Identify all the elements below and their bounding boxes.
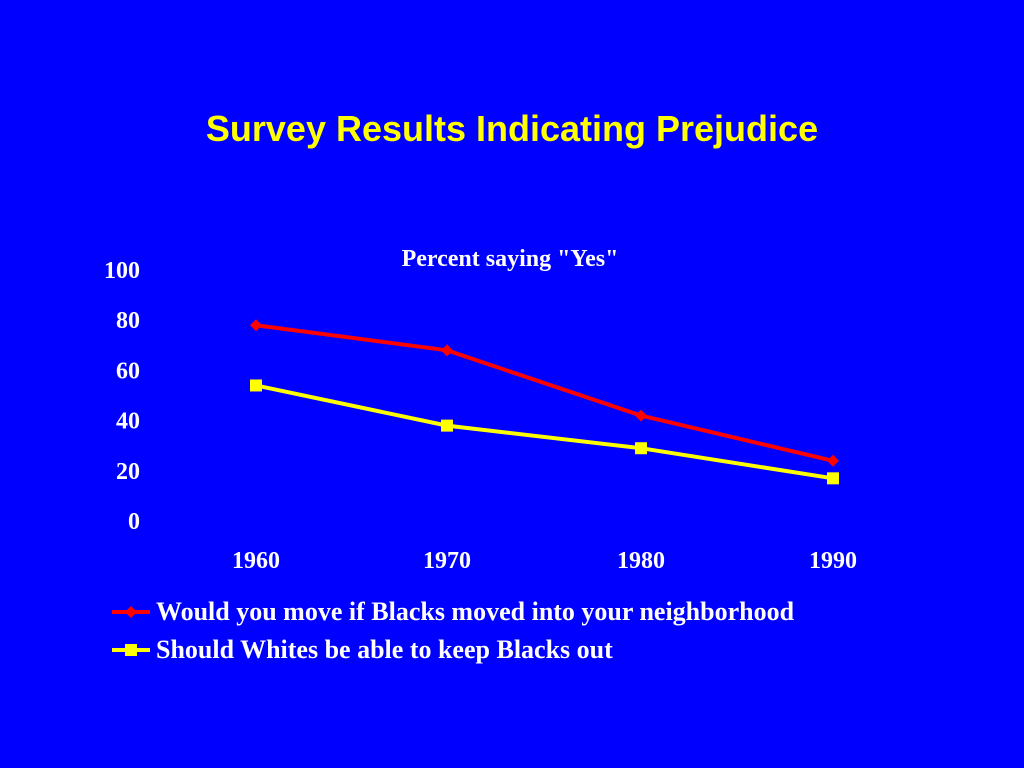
y-tick-label: 0: [128, 509, 140, 535]
x-tick-label: 1960: [232, 548, 280, 574]
y-tick-label: 60: [116, 358, 140, 384]
y-tick-label: 80: [116, 308, 140, 334]
series-1: [250, 319, 839, 467]
series-line: [255, 383, 834, 481]
y-axis-ticks: 0 20 40 60 80 100: [104, 258, 140, 535]
legend-label: Would you move if Blacks moved into your…: [156, 597, 795, 626]
legend: Would you move if Blacks moved into your…: [112, 597, 795, 664]
data-point-diamond: [827, 454, 839, 467]
data-point-square: [441, 419, 453, 432]
series-2: [250, 379, 839, 485]
legend-marker-square: [125, 644, 137, 656]
data-point-square: [827, 472, 839, 485]
data-point-diamond: [635, 409, 647, 422]
series-line: [255, 323, 834, 463]
legend-item: Would you move if Blacks moved into your…: [112, 597, 795, 626]
y-tick-label: 40: [116, 409, 140, 435]
y-tick-label: 100: [104, 258, 140, 284]
x-tick-label: 1990: [809, 548, 857, 574]
data-point-square: [250, 379, 262, 392]
legend-label: Should Whites be able to keep Blacks out: [156, 635, 613, 664]
data-point-diamond: [441, 344, 453, 357]
x-tick-label: 1980: [617, 548, 665, 574]
legend-item: Should Whites be able to keep Blacks out: [112, 635, 613, 664]
x-tick-label: 1970: [423, 548, 471, 574]
data-point-diamond: [250, 319, 262, 332]
legend-marker-diamond: [125, 606, 137, 618]
chart-title: Percent saying "Yes": [402, 246, 619, 272]
series-layer: [250, 319, 839, 485]
y-tick-label: 20: [116, 459, 140, 485]
slide-title: Survey Results Indicating Prejudice: [205, 108, 819, 149]
data-point-square: [635, 442, 647, 455]
x-axis-ticks: 1960 1970 1980 1990: [232, 548, 857, 574]
